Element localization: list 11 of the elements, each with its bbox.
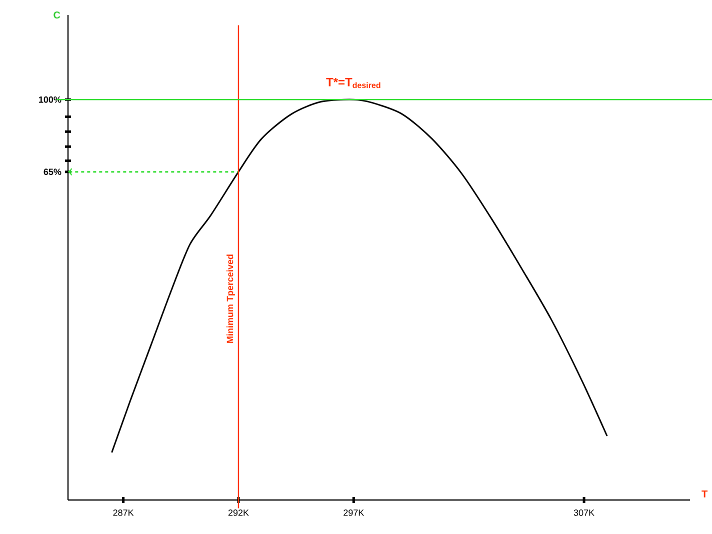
x-axis-title: T (702, 490, 708, 498)
ref-line-label: Minimum Tperceived (226, 254, 235, 343)
y-tick-label: 65% (44, 168, 62, 176)
x-tick-label: 307K (574, 510, 594, 516)
x-tick-label: 297K (344, 510, 364, 516)
x-tick-label: 292K (228, 510, 249, 516)
y-tick-label: 100% (39, 96, 62, 103)
y-axis-title: C (54, 11, 60, 19)
line-series (111, 98, 608, 454)
x-tick-label: 287K (113, 510, 134, 516)
annotation: T*=T$_{desired}$ (326, 78, 380, 88)
